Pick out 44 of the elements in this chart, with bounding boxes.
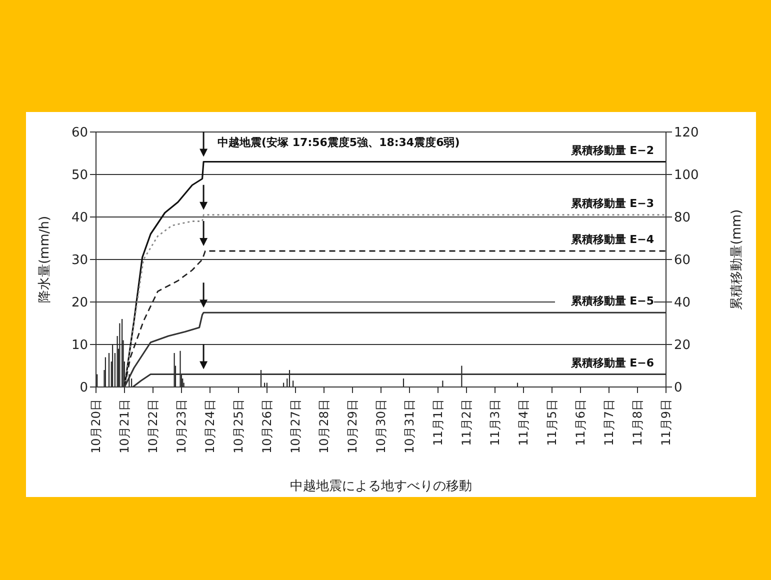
x-tick-label: 11月8日 <box>630 399 644 446</box>
y-axis-title: 降水量(mm/h) <box>38 216 53 304</box>
series-label: 累積移動量 E−6 <box>570 356 654 370</box>
y2-tick-label: 20 <box>674 338 691 354</box>
series-label: 累積移動量 E−2 <box>570 144 654 157</box>
x-tick-label: 11月2日 <box>460 399 474 446</box>
x-tick-label: 10月24日 <box>203 399 217 454</box>
y-tick-label: 10 <box>71 338 88 354</box>
x-tick-label: 10月21日 <box>118 399 132 454</box>
x-tick-label: 11月4日 <box>516 399 530 446</box>
y2-tick-label: 80 <box>674 210 691 226</box>
y2-tick-label: 0 <box>674 380 682 396</box>
x-tick-label: 11月3日 <box>488 399 502 446</box>
series-label: 累積移動量 E−3 <box>570 196 654 210</box>
x-tick-label: 10月31日 <box>402 399 416 454</box>
x-tick-label: 11月7日 <box>602 399 616 446</box>
y-tick-label: 20 <box>71 296 88 311</box>
y-tick-label: 40 <box>71 210 88 226</box>
x-tick-label: 10月28日 <box>317 399 331 454</box>
y-tick-label: 30 <box>71 253 88 268</box>
x-axis-title: 中越地震による地すべりの移動 <box>290 479 472 494</box>
y-tick-label: 60 <box>71 126 88 141</box>
x-tick-label: 10月30日 <box>374 399 388 454</box>
x-tick-label: 11月5日 <box>545 399 559 446</box>
x-tick-label: 10月26日 <box>260 399 274 454</box>
series-label: 累積移動量 E−4 <box>570 233 654 246</box>
x-tick-label: 10月22日 <box>146 399 160 454</box>
y2-tick-label: 120 <box>674 126 699 141</box>
y-tick-label: 50 <box>71 168 88 184</box>
x-tick-label: 10月25日 <box>232 399 246 454</box>
y-tick-label: 0 <box>80 380 88 396</box>
x-tick-label: 11月9日 <box>659 399 673 446</box>
x-tick-label: 11月6日 <box>574 399 588 446</box>
series-label: 累積移動量 E−5 <box>570 294 654 308</box>
x-tick-label: 10月29日 <box>346 399 360 454</box>
x-tick-label: 10月23日 <box>174 399 188 454</box>
y2-axis-title: 累積移動量(mm) <box>730 209 745 310</box>
x-tick-label: 11月1日 <box>431 399 445 446</box>
annotation: 中越地震(安塚 17:56震度5強、18:34震度6弱) <box>218 136 460 149</box>
x-tick-label: 10月27日 <box>288 399 302 454</box>
y2-tick-label: 100 <box>674 168 699 184</box>
x-tick-label: 10月20日 <box>89 399 103 454</box>
y2-tick-label: 40 <box>674 296 691 311</box>
y2-tick-label: 60 <box>674 253 691 268</box>
